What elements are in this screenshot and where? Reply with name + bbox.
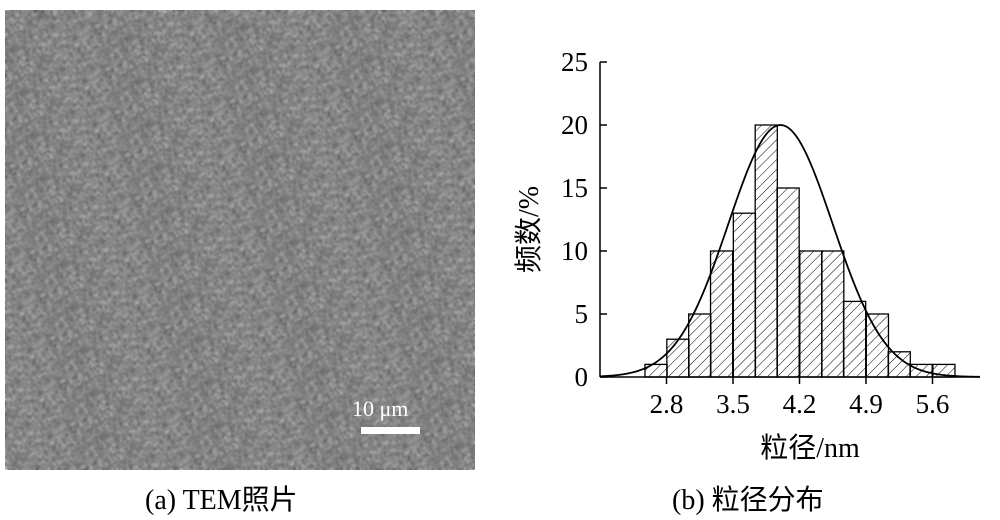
gaussian-fit-curve [599,124,981,378]
caption-a: (a) TEM照片 [145,485,298,516]
histogram-bar-5 [754,124,778,378]
y-tick-label-15: 15 [561,173,588,203]
y-axis-label: 频数/% [513,186,545,273]
histogram-bar-6 [776,187,800,378]
histogram-bar-2 [688,313,712,378]
histogram-bar-8 [821,250,845,378]
x-tick-label-4.2: 4.2 [783,389,817,419]
scale-bar-label: 10 μm [352,396,409,421]
scale-bar [361,427,420,434]
histogram-bar-7 [799,250,823,378]
histogram-chart: 0 5 10 15 20 25 2.8 3.5 4.2 4.9 5.6 粒径/nm 频数/% [513,47,981,464]
histogram-bar-3 [709,250,734,378]
histogram-bar-4 [732,212,757,378]
x-tick-label-2.8: 2.8 [650,389,684,419]
x-axis-label: 粒径/nm [760,432,860,464]
histogram-bar-1 [666,338,690,378]
tem-panel: 10 μm [5,10,475,470]
x-tick-label-4.9: 4.9 [849,389,883,419]
y-tick-label-5: 5 [575,299,589,329]
y-tick-label-20: 20 [561,110,588,140]
y-tick-label-10: 10 [561,236,588,266]
x-tick-label-5.6: 5.6 [916,389,950,419]
y-tick-label-0: 0 [575,362,589,392]
x-tick-label-3.5: 3.5 [716,389,750,419]
tem-image [5,10,475,470]
y-tick-label-25: 25 [561,47,588,77]
caption-b: (b) 粒径分布 [672,485,824,516]
histogram-bar-9 [842,300,867,378]
histogram-bar-10 [865,313,890,378]
